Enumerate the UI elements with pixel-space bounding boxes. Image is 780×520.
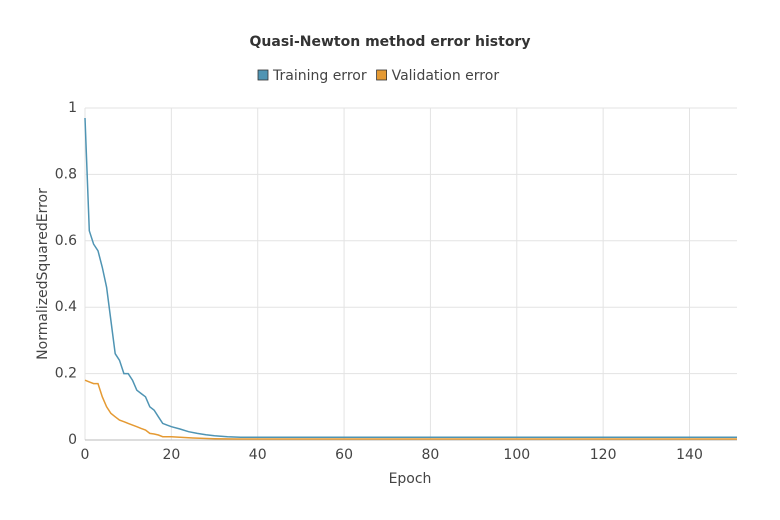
x-axis-label: Epoch [389,471,432,487]
y-tick-label: 0.2 [55,366,77,382]
x-tick-label: 40 [249,447,267,463]
y-tick-label: 0.6 [55,233,77,249]
legend-label: Training error [272,68,367,84]
series-line [84,117,737,439]
x-tick-label: 0 [81,447,90,463]
x-tick-label: 80 [422,447,440,463]
x-tick-label: 100 [503,447,530,463]
chart-title: Quasi-Newton method error history [250,34,531,50]
legend-label: Validation error [392,68,500,84]
y-tick-label: 0 [68,432,77,448]
y-axis-label: NormalizedSquaredError [35,188,51,360]
legend: Training error Validation error [257,68,500,84]
x-tick-label: 60 [335,447,353,463]
x-tick-label: 20 [162,447,180,463]
x-tick-label: 120 [590,447,617,463]
y-tick-label: 1 [68,100,77,116]
series-line [84,379,737,440]
y-tick-label: 0.4 [55,299,77,315]
y-tick-label: 0.8 [55,166,77,182]
legend-swatch [257,69,269,81]
x-tick-label: 140 [676,447,703,463]
legend-swatch [376,69,387,81]
